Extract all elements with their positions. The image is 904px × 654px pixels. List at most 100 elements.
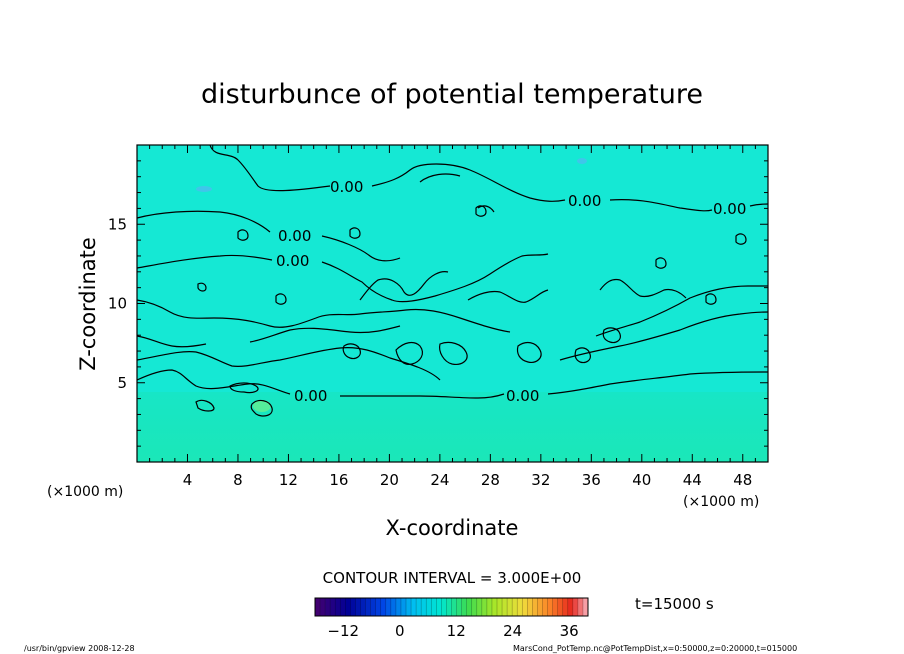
contour-line: [735, 233, 747, 245]
x-axis-tick-labels: 4 8 12 16 20 24 28 32 36 40 44 48: [183, 471, 753, 489]
contour-line: [349, 227, 361, 239]
colorbar-cell: [406, 598, 412, 616]
contour-line: [439, 341, 468, 365]
colorbar-frame: [314, 597, 589, 617]
colorbar-cell: [451, 598, 457, 616]
colorbar-cell: [365, 598, 371, 616]
colorbar-cell: [537, 598, 543, 616]
contour-interval-label: CONTOUR INTERVAL = 3.000E+00: [323, 569, 582, 587]
x-tick-label: 32: [531, 471, 550, 489]
x-tick-label: 48: [733, 471, 752, 489]
colorbar-cell: [456, 598, 462, 616]
x-tick-label: 24: [430, 471, 449, 489]
contour-value-label: 0.00: [506, 387, 539, 405]
contour-line: [136, 253, 549, 303]
contour-line: [467, 289, 549, 303]
contour-line: [599, 278, 687, 299]
y-axis-label: Z-coordinate: [76, 237, 100, 371]
colorbar-cell: [441, 598, 447, 616]
x-tick-label: 44: [683, 471, 702, 489]
colorbar-cell: [502, 598, 508, 616]
colorbar-cell: [340, 598, 346, 616]
colorbar-tick-label: 24: [503, 622, 522, 640]
contour-line: [359, 271, 449, 301]
colorbar-tick-label: 36: [560, 622, 579, 640]
footer-right: MarsCond_PotTemp.nc@PotTempDist,x=0:5000…: [513, 644, 797, 653]
colorbar: [314, 598, 589, 616]
contour-line: [342, 343, 361, 360]
colorbar-cell: [542, 598, 548, 616]
colorbar-cell: [512, 598, 518, 616]
colorbar-cell: [476, 598, 483, 616]
colorbar-cell: [320, 598, 326, 616]
colorbar-cell: [426, 598, 432, 616]
contour-line: [655, 257, 667, 269]
contour-line: [195, 399, 215, 412]
footer-left: /usr/bin/gpview 2008-12-28: [24, 644, 135, 653]
contour-line: [136, 325, 401, 348]
colorbar-cell: [390, 598, 397, 616]
colorbar-cell: [360, 598, 366, 616]
colorbar-cell: [436, 598, 442, 616]
time-label: t=15000 s: [635, 595, 714, 613]
colorbar-cell: [552, 598, 558, 616]
field-patch: [196, 186, 212, 192]
contour-line: [516, 341, 542, 363]
contour-value-label: 0.00: [713, 200, 746, 218]
contour-line: [559, 311, 769, 361]
colorbar-cell: [330, 598, 336, 616]
x-tick-label: 8: [233, 471, 243, 489]
field-patch: [253, 400, 271, 412]
contour-line: [136, 299, 511, 333]
contour-line: [602, 327, 621, 344]
contour-line: [609, 199, 769, 212]
colorbar-cell: [385, 598, 392, 616]
colorbar-cell: [421, 598, 427, 616]
contour-line: [475, 205, 487, 217]
contour-line: [136, 347, 441, 381]
x-tick-label: 12: [279, 471, 298, 489]
colorbar-cell: [557, 598, 564, 616]
x-unit-label: (×1000 m): [683, 494, 759, 510]
x-tick-label: 40: [632, 471, 651, 489]
y-tick-label: 5: [117, 374, 127, 392]
z-unit-label: (×1000 m): [47, 484, 123, 500]
colorbar-cell: [481, 598, 488, 616]
colorbar-cell: [416, 598, 422, 616]
colorbar-cell: [335, 598, 341, 616]
colorbar-cell: [491, 598, 498, 616]
contour-value-label: 0.00: [276, 252, 309, 270]
colorbar-cell: [562, 598, 569, 616]
chart-title: disturbunce of potential temperature: [201, 79, 703, 110]
colorbar-cell: [315, 598, 321, 616]
contour-line: [136, 210, 401, 262]
field-patch: [577, 158, 587, 164]
colorbar-cell: [395, 598, 402, 616]
colorbar-cell: [370, 598, 376, 616]
contour-line: [275, 293, 287, 305]
colorbar-cell: [532, 598, 538, 616]
contour-line: [250, 399, 273, 417]
colorbar-cell: [507, 598, 513, 616]
plot-area: 0.00 0.00 0.00 0.00 0.00 0.00 0.00: [136, 144, 769, 463]
y-tick-label: 10: [108, 295, 127, 313]
contour-value-label: 0.00: [278, 227, 311, 245]
contour-line: [197, 282, 207, 292]
contour-line: [136, 369, 769, 399]
contour-line: [237, 229, 249, 241]
colorbar-cell: [461, 598, 467, 616]
colorbar-cell: [582, 598, 589, 616]
colorbar-cell: [375, 598, 382, 616]
x-tick-label: 36: [582, 471, 601, 489]
colorbar-cell: [567, 598, 574, 616]
contour-line: [705, 293, 717, 305]
contour-lines: [136, 144, 769, 417]
colorbar-cell: [400, 598, 407, 616]
field-lower-band: [137, 392, 768, 462]
colorbar-tick-labels: −12 0 12 24 36: [327, 622, 578, 640]
colorbar-tick-label: 12: [447, 622, 466, 640]
y-tick-label: 15: [108, 215, 127, 233]
colorbar-cell: [522, 598, 528, 616]
colorbar-cell: [431, 598, 437, 616]
colorbar-cell: [577, 598, 584, 616]
